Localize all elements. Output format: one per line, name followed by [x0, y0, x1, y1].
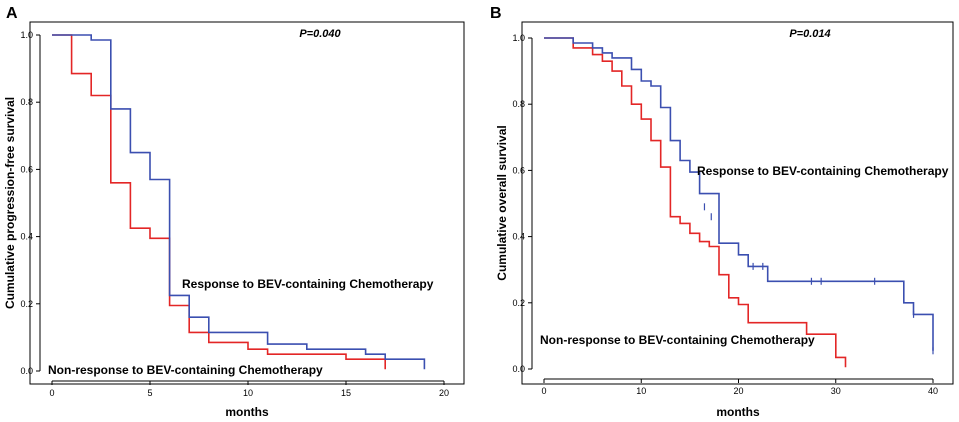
panel-b-nonresponse-label: Non-response to BEV-containing Chemother… [540, 333, 815, 347]
panel-b-series [544, 37, 934, 368]
panel-a-x-tick-label: 10 [243, 388, 253, 398]
panel-a-series [52, 34, 426, 370]
panel-a: A 0 5 10 15 20 0.0 0.2 0.4 0.6 0.8 1.0 P=0.040 Res… [3, 5, 465, 419]
panel-a-y-tick-label: 0.2 [20, 299, 33, 309]
panel-b-x-tick-label: 10 [636, 386, 646, 396]
panel-a-y-tick-label: 1.0 [20, 30, 33, 40]
panel-b-x-axis-title: months [716, 405, 760, 419]
panel-b-response-label: Response to BEV-containing Chemotherapy [697, 164, 949, 178]
panel-a-x-tick-label: 20 [439, 388, 449, 398]
panel-a-y-tick-label: 0.0 [20, 366, 33, 376]
panel-b-x-tick-label: 40 [928, 386, 938, 396]
panel-a-x-axis-title: months [225, 405, 269, 419]
panel-b-y-tick-label: 0.6 [512, 165, 525, 175]
panel-b-response-curve [544, 37, 934, 351]
panel-a-x-tick-label: 5 [147, 388, 152, 398]
panel-a-nonresponse-label: Non-response to BEV-containing Chemother… [48, 363, 323, 377]
panel-b-axes: 0 10 20 30 40 0.0 0.2 0.4 0.6 0.8 1.0 [512, 33, 938, 396]
panel-a-y-tick-label: 0.4 [20, 232, 33, 242]
panel-b-x-tick-label: 20 [733, 386, 743, 396]
panel-b-y-tick-label: 0.2 [512, 298, 525, 308]
panel-a-y-tick-label: 0.8 [20, 97, 33, 107]
panel-a-y-tick-label: 0.6 [20, 164, 33, 174]
panel-b-y-tick-label: 0.4 [512, 232, 525, 242]
panel-b-nonresponse-curve [544, 37, 847, 368]
panel-a-y-axis-title: Cumulative progression-free survival [3, 97, 17, 309]
panel-b-y-tick-label: 1.0 [512, 33, 525, 43]
panel-a-letter: A [6, 5, 18, 22]
panel-a-nonresponse-curve [52, 34, 387, 370]
panel-b-p-value: P=0.014 [789, 28, 830, 40]
panel-b: B 0 10 20 30 40 0.0 0.2 0.4 0.6 0.8 1.0 P=0.014 Re… [490, 5, 954, 419]
panel-b-frame [521, 21, 954, 385]
panel-a-p-value: P=0.040 [299, 28, 341, 40]
panel-a-response-label: Response to BEV-containing Chemotherapy [182, 277, 434, 291]
panel-b-x-tick-label: 30 [831, 386, 841, 396]
panel-b-x-tick-label: 0 [541, 386, 546, 396]
panel-b-y-tick-label: 0.8 [512, 99, 525, 109]
panel-a-axes: 0 5 10 15 20 0.0 0.2 0.4 0.6 0.8 1.0 [20, 30, 449, 398]
panel-b-letter: B [490, 5, 502, 22]
panel-b-y-tick-label: 0.0 [512, 364, 525, 374]
panel-a-frame [29, 21, 465, 385]
panel-a-response-curve [52, 34, 426, 370]
panel-a-x-tick-label: 0 [49, 388, 54, 398]
panel-b-y-axis-title: Cumulative overall survival [495, 125, 509, 280]
panel-a-x-tick-label: 15 [341, 388, 351, 398]
